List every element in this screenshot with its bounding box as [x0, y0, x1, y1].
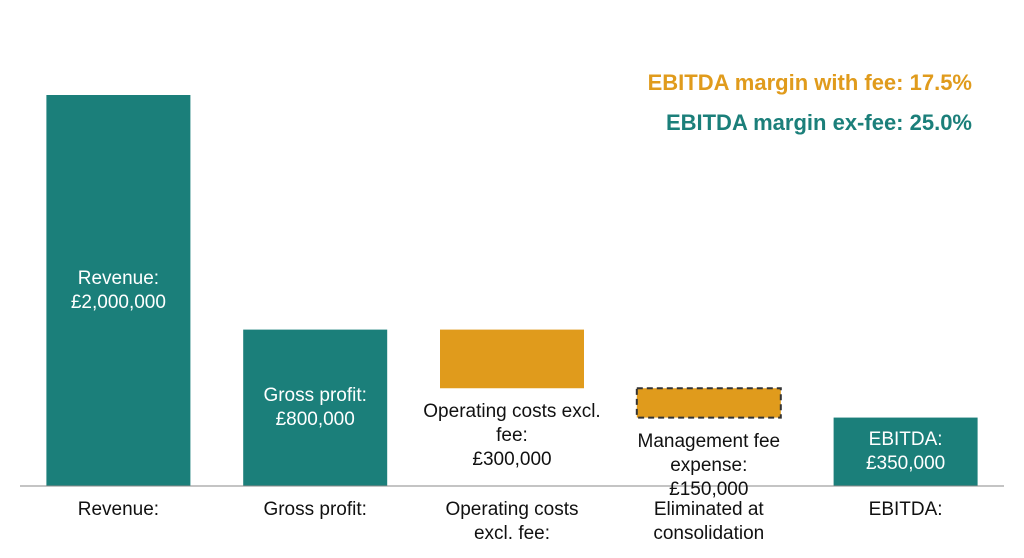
x-tick-label: EBITDA: [868, 499, 943, 520]
bar-name: Gross profit: [263, 384, 367, 406]
annotation: EBITDA margin ex-fee: 25.0% [665, 110, 972, 135]
x-tick-label: Gross profit: [263, 499, 367, 520]
bar [46, 95, 191, 486]
data-label: Gross profit: £800,000 [225, 384, 405, 432]
x-tick-label: Operating costs excl. fee: [445, 499, 579, 544]
bar [243, 329, 388, 486]
bar-name: Management fee expense: [637, 430, 781, 476]
value-label: £800,000 [275, 408, 355, 430]
bar [440, 329, 584, 389]
data-label: EBITDA: £350,000 [816, 428, 996, 476]
data-label: Operating costs excl. fee: £300,000 [422, 400, 602, 472]
annotation: EBITDA margin with fee: 17.5% [647, 70, 972, 95]
value-label: £150,000 [669, 478, 749, 500]
data-label: Revenue: £2,000,000 [28, 267, 208, 315]
value-label: £300,000 [472, 449, 552, 471]
x-tick-label: Revenue: [77, 499, 160, 520]
bar [635, 387, 782, 419]
x-tick-label: Eliminated at consolidation [653, 499, 765, 544]
data-label: Management fee expense: £150,000 [619, 430, 799, 502]
bar [833, 417, 978, 486]
bar-name: EBITDA: [868, 428, 943, 450]
value-label: £2,000,000 [70, 291, 166, 313]
bar-name: Operating costs excl. fee: [423, 401, 601, 447]
value-label: £350,000 [865, 452, 946, 474]
bar-name: Revenue: [77, 267, 160, 289]
